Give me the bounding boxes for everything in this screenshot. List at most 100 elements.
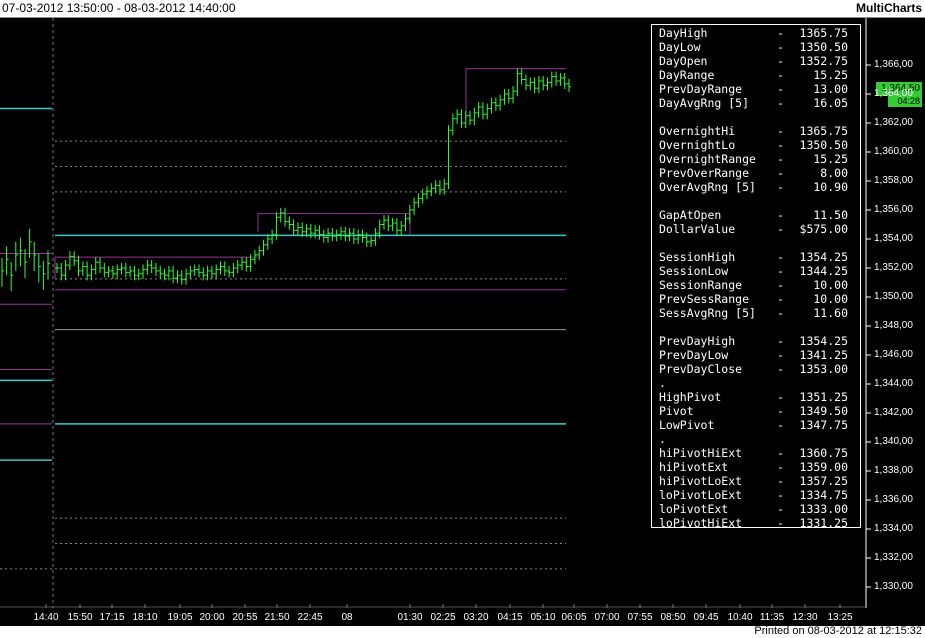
stats-row: PrevDayHigh - 1354.25 bbox=[652, 334, 862, 348]
price-axis-label: 1,342,00 bbox=[874, 407, 913, 418]
stats-separator: - bbox=[777, 82, 784, 96]
time-axis-label: 14:40 bbox=[33, 612, 59, 623]
stats-separator: - bbox=[777, 40, 784, 54]
price-axis-label: 1,330,00 bbox=[874, 581, 913, 592]
stats-label: . bbox=[659, 376, 666, 390]
time-axis-label: 17:15 bbox=[99, 612, 125, 623]
time-axis-label: 19:05 bbox=[167, 612, 193, 623]
stats-label: DayLow bbox=[659, 40, 701, 54]
stats-separator: - bbox=[777, 138, 784, 152]
price-axis-label: 1,332,00 bbox=[874, 552, 913, 563]
stats-row: SessAvgRng [5] - 11.60 bbox=[652, 306, 862, 320]
stats-label: SessionRange bbox=[659, 278, 743, 292]
stats-label: Pivot bbox=[659, 404, 694, 418]
stats-value: 11.60 bbox=[813, 306, 848, 320]
time-axis-label: 13:25 bbox=[827, 612, 853, 623]
stats-value: 1347.75 bbox=[799, 418, 848, 432]
stats-row: OverAvgRng [5] - 10.90 bbox=[652, 180, 862, 194]
stats-separator: - bbox=[777, 502, 784, 516]
time-axis-label: 07:55 bbox=[627, 612, 653, 623]
stats-row: SessionRange - 10.00 bbox=[652, 278, 862, 292]
stats-label: SessionLow bbox=[659, 264, 729, 278]
stats-value: 10.00 bbox=[813, 292, 848, 306]
time-axis-label: 15:50 bbox=[67, 612, 93, 623]
stats-label: hiPivotHiExt bbox=[659, 446, 743, 460]
price-axis-label: 1,348,00 bbox=[874, 320, 913, 331]
stats-row: DayAvgRng [5] - 16.05 bbox=[652, 96, 862, 110]
stats-separator: - bbox=[777, 516, 784, 530]
stats-separator: - bbox=[777, 180, 784, 194]
stats-label: loPivotLoExt bbox=[659, 488, 743, 502]
stats-row: PrevDayClose - 1353.00 bbox=[652, 362, 862, 376]
stats-value: 15.25 bbox=[813, 152, 848, 166]
price-axis-label: 1,350,00 bbox=[874, 291, 913, 302]
time-axis-label: 11:35 bbox=[759, 612, 785, 623]
last-time-badge: 04:28 bbox=[888, 96, 922, 107]
stats-label: OverAvgRng [5] bbox=[659, 180, 756, 194]
stats-separator: - bbox=[777, 334, 784, 348]
stats-row: hiPivotHiExt - 1360.75 bbox=[652, 446, 862, 460]
stats-label: DayHigh bbox=[659, 26, 708, 40]
price-axis-label: 1,360,00 bbox=[874, 146, 913, 157]
stats-label: LowPivot bbox=[659, 418, 715, 432]
stats-label: OvernightHi bbox=[659, 124, 736, 138]
price-axis-label: 1,362,00 bbox=[874, 117, 913, 128]
stats-value: 8.00 bbox=[820, 166, 848, 180]
stats-label: DayAvgRng [5] bbox=[659, 96, 750, 110]
stats-value: 1360.75 bbox=[799, 446, 848, 460]
price-axis-label: 1,338,00 bbox=[874, 465, 913, 476]
stats-row: OvernightRange - 15.25 bbox=[652, 152, 862, 166]
stats-separator: - bbox=[777, 208, 784, 222]
price-axis-label: 1,334,00 bbox=[874, 523, 913, 534]
price-axis-label: 1,344,00 bbox=[874, 378, 913, 389]
stats-value: 13.00 bbox=[813, 82, 848, 96]
printed-timestamp: Printed on 08-03-2012 at 12:15:32 bbox=[754, 625, 922, 637]
price-axis-label: 1,354,00 bbox=[874, 233, 913, 244]
stats-separator: - bbox=[777, 390, 784, 404]
price-axis-label: 1,364,00 bbox=[874, 88, 913, 99]
stats-row: PrevDayRange - 13.00 bbox=[652, 82, 862, 96]
stats-label: . bbox=[659, 432, 666, 446]
price-axis-label: 1,336,00 bbox=[874, 494, 913, 505]
stats-row: DayLow - 1350.50 bbox=[652, 40, 862, 54]
stats-separator: - bbox=[777, 250, 784, 264]
stats-label: hiPivotExt bbox=[659, 460, 729, 474]
stats-label: PrevDayHigh bbox=[659, 334, 736, 348]
stats-separator: - bbox=[777, 166, 784, 180]
time-axis-label: 08:50 bbox=[660, 612, 686, 623]
time-axis-label: 22:45 bbox=[297, 612, 323, 623]
stats-value: 1354.25 bbox=[799, 250, 848, 264]
time-axis-label: 09:45 bbox=[693, 612, 719, 623]
time-axis-label: 20:55 bbox=[232, 612, 258, 623]
stats-separator: - bbox=[777, 222, 784, 236]
stats-value: 1350.50 bbox=[799, 138, 848, 152]
stats-row: PrevSessRange - 10.00 bbox=[652, 292, 862, 306]
stats-row: hiPivotLoExt - 1357.25 bbox=[652, 474, 862, 488]
stats-separator: - bbox=[777, 292, 784, 306]
time-axis-label: 07:00 bbox=[594, 612, 620, 623]
time-axis-label: 02:25 bbox=[430, 612, 456, 623]
time-axis-label: 01:30 bbox=[397, 612, 423, 623]
stats-value: 10.90 bbox=[813, 180, 848, 194]
price-chart[interactable] bbox=[0, 18, 925, 608]
stats-separator: - bbox=[777, 488, 784, 502]
stats-label: OvernightRange bbox=[659, 152, 756, 166]
stats-separator: - bbox=[777, 124, 784, 138]
time-axis-label: 06:05 bbox=[561, 612, 587, 623]
stats-value: 1349.50 bbox=[799, 404, 848, 418]
stats-label: HighPivot bbox=[659, 390, 722, 404]
price-axis-label: 1,358,00 bbox=[874, 175, 913, 186]
stats-label: loPivotHiExt bbox=[659, 516, 743, 530]
stats-value: 1359.00 bbox=[799, 460, 848, 474]
stats-row: Pivot - 1349.50 bbox=[652, 404, 862, 418]
time-axis-label: 20:00 bbox=[199, 612, 225, 623]
stats-label: PrevDayRange bbox=[659, 82, 743, 96]
stats-separator: - bbox=[777, 54, 784, 68]
stats-value: 10.00 bbox=[813, 278, 848, 292]
stats-value: 16.05 bbox=[813, 96, 848, 110]
stats-row: loPivotLoExt - 1334.75 bbox=[652, 488, 862, 502]
stats-value: 1352.75 bbox=[799, 54, 848, 68]
stats-value: 1354.25 bbox=[799, 334, 848, 348]
stats-row: OvernightHi - 1365.75 bbox=[652, 124, 862, 138]
price-axis-label: 1,356,00 bbox=[874, 204, 913, 215]
